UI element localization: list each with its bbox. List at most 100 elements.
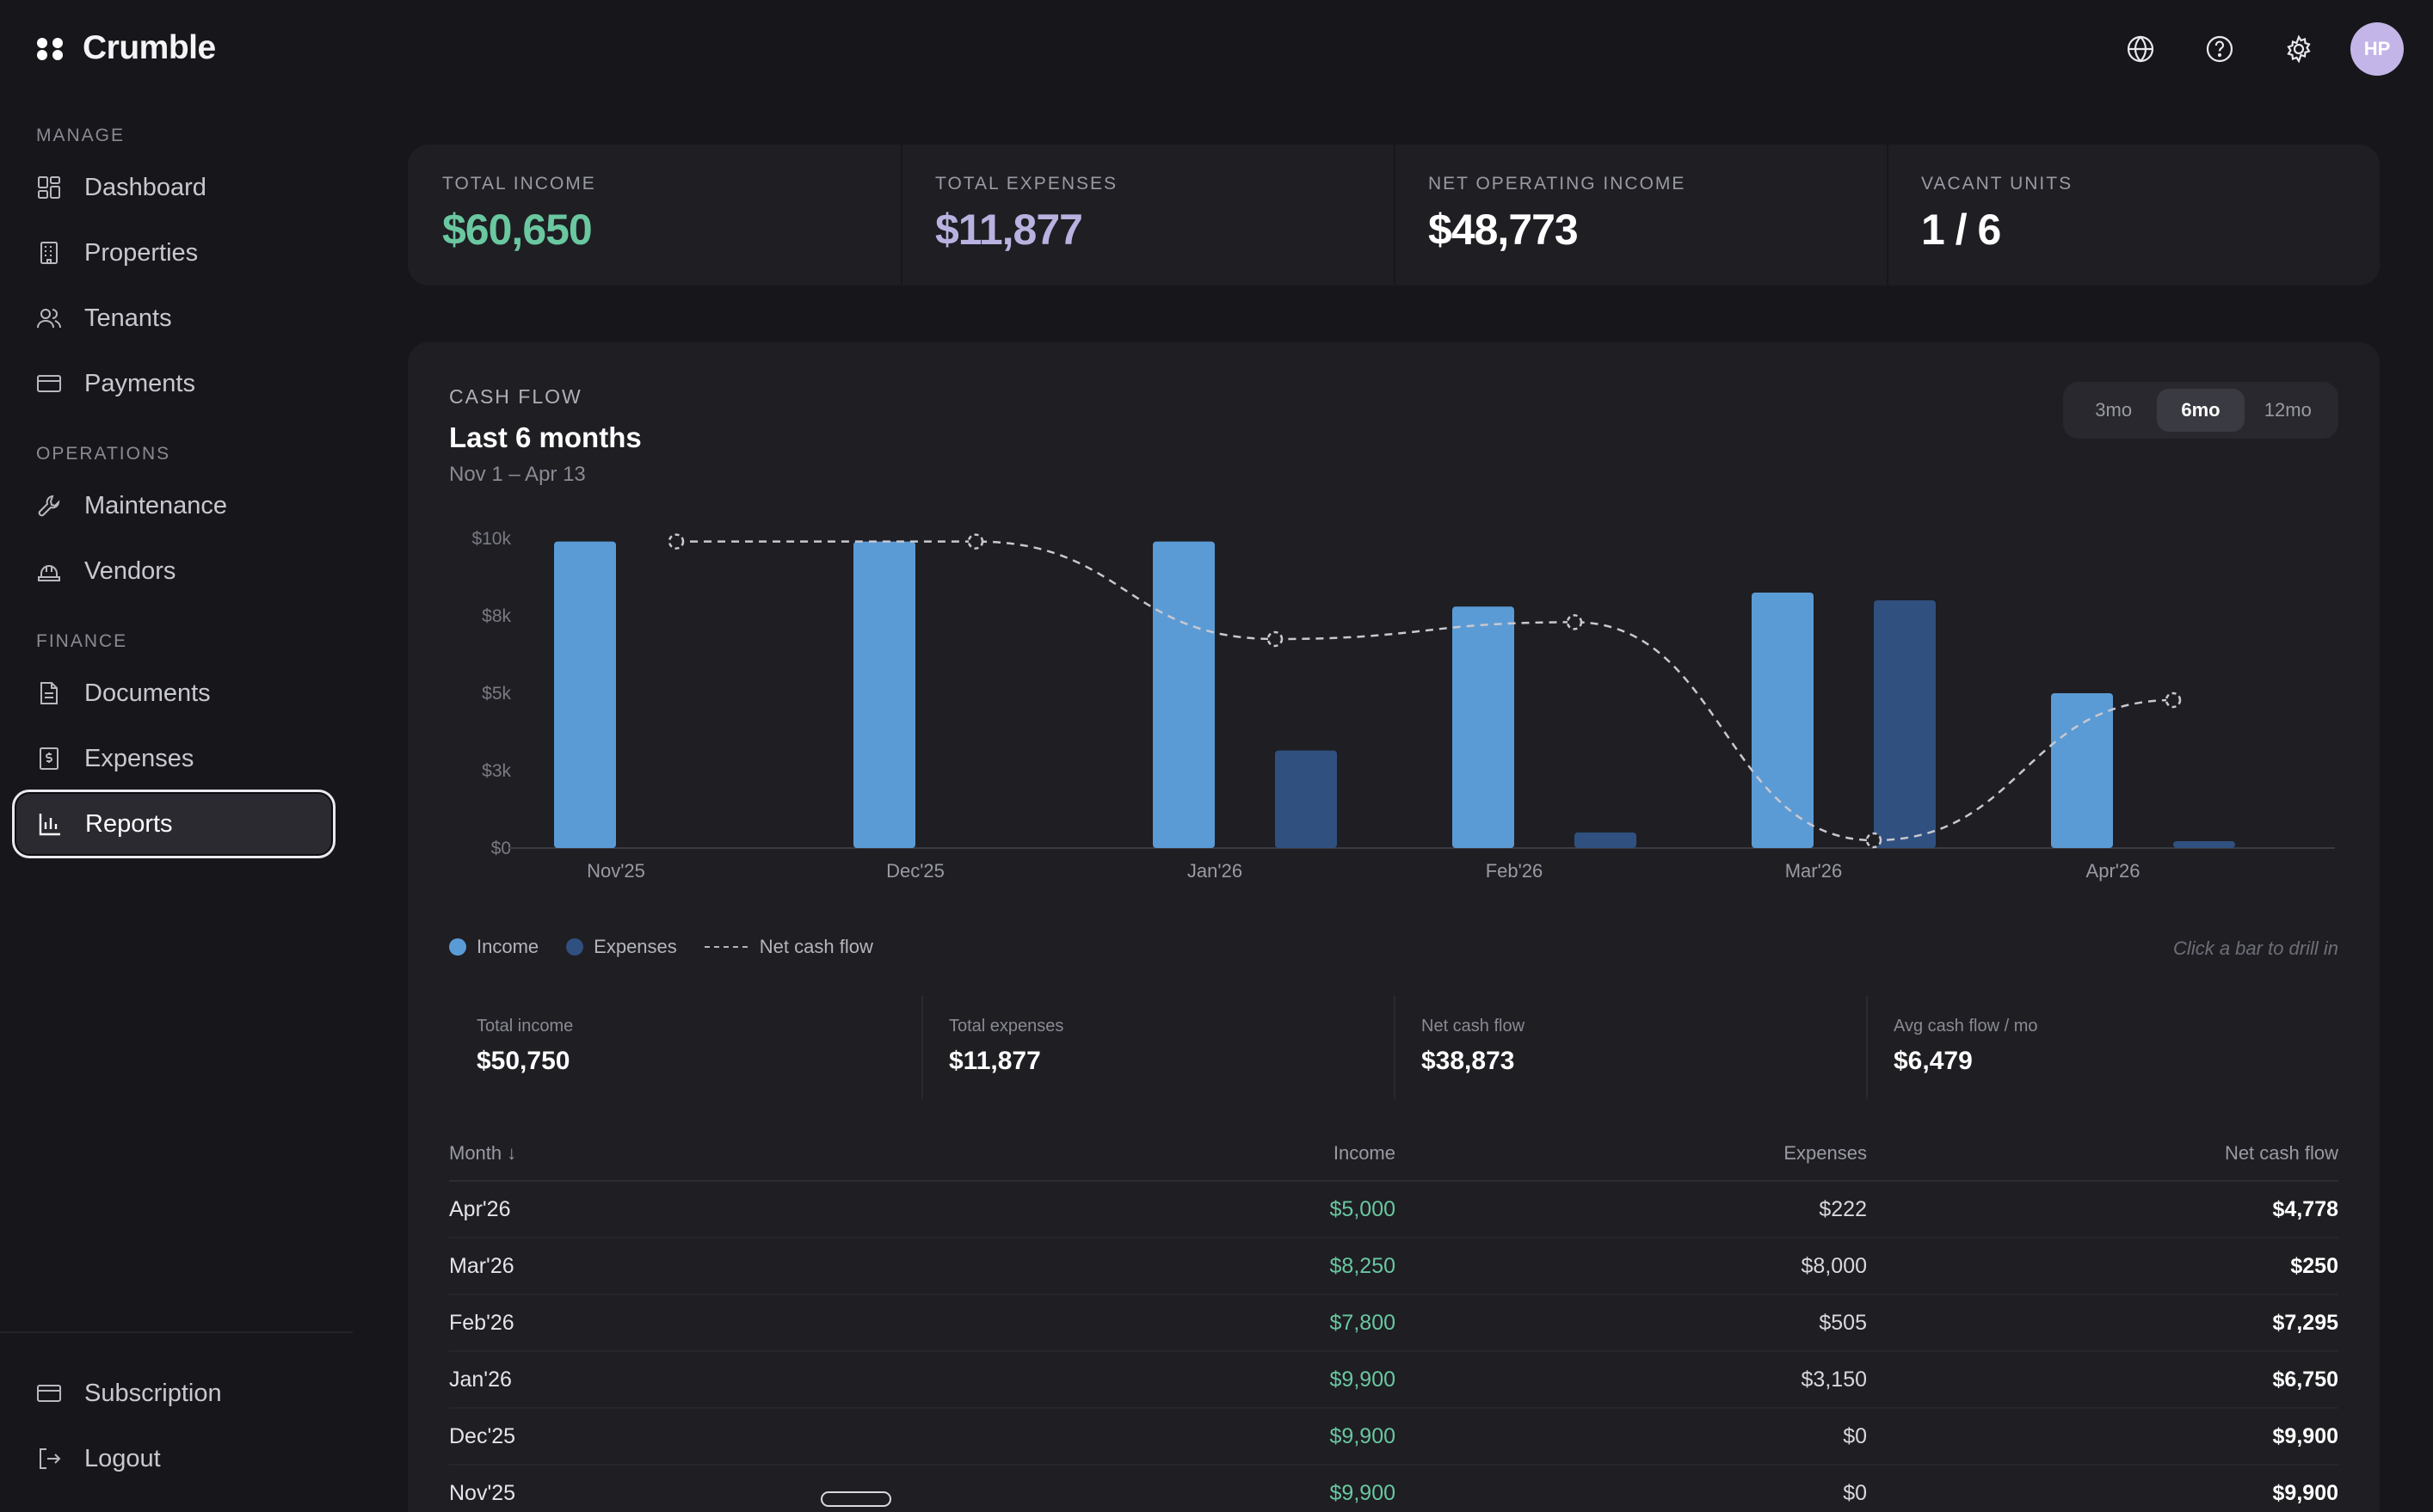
income-header[interactable]: Income (1333, 1142, 1395, 1164)
panel-title: Last 6 months (449, 421, 642, 453)
sidebar-item-properties[interactable]: Properties (14, 220, 334, 286)
row-month: Apr'26 (449, 1196, 511, 1221)
expenses-bar[interactable] (2173, 841, 2235, 848)
sidebar-item-subscription[interactable]: Subscription (14, 1361, 334, 1426)
table-row[interactable]: Mar'26 $8,250 $8,000 $250 (449, 1238, 2338, 1295)
y-tick-label: $3k (482, 761, 511, 781)
sidebar-item-label: Documents (84, 679, 211, 707)
row-expenses: $3,150 (1801, 1367, 1867, 1392)
net-cash-flow-point[interactable] (1865, 832, 1882, 849)
y-tick-label: $0 (491, 839, 511, 858)
sidebar-item-label: Payments (84, 369, 195, 397)
expenses-bar[interactable] (1275, 750, 1337, 848)
sidebar-item-label: Maintenance (84, 491, 228, 519)
row-income: $9,900 (1329, 1367, 1395, 1392)
legend-expenses: Expenses (566, 936, 677, 958)
income-bar[interactable] (1752, 593, 1814, 848)
cash-flow-table: Month ↓ Income Expenses Net cash flow Ap… (449, 1127, 2338, 1512)
stat-label: Total expenses (935, 174, 1118, 194)
sort-month-header[interactable]: Month ↓ (449, 1142, 517, 1164)
summary-net-cash-flow: Net cash flow $38,873 (1394, 996, 1866, 1099)
credit-card-icon (37, 375, 61, 392)
sidebar-item-vendors[interactable]: Vendors (14, 538, 334, 604)
globe-icon (2127, 35, 2154, 63)
net-cash-flow-point[interactable] (1566, 614, 1583, 630)
range-6mo-button[interactable]: 6mo (2157, 389, 2245, 432)
summary-value: $11,877 (949, 1047, 1041, 1075)
row-month: Mar'26 (449, 1253, 514, 1278)
y-tick-label: $5k (482, 684, 511, 704)
credit-card-icon (37, 1385, 61, 1402)
row-income: $9,900 (1329, 1480, 1395, 1505)
help-button[interactable] (2204, 34, 2235, 65)
sidebar-item-tenants[interactable]: Tenants (14, 286, 334, 351)
table-header: Month ↓ Income Expenses Net cash flow (449, 1127, 2338, 1182)
range-3mo-button[interactable]: 3mo (2095, 399, 2133, 421)
stat-label: Vacant units (1921, 174, 2073, 194)
summary-label: Total expenses (949, 1017, 1064, 1036)
scroll-indicator[interactable] (821, 1491, 891, 1507)
sidebar-item-dashboard[interactable]: Dashboard (14, 155, 334, 220)
income-bar[interactable] (1452, 606, 1514, 848)
table-row[interactable]: Dec'25 $9,900 $0 $9,900 (449, 1409, 2338, 1466)
users-icon (37, 309, 61, 329)
row-net: $250 (2290, 1253, 2338, 1278)
net-cash-flow-point[interactable] (967, 533, 984, 550)
sidebar-item-label: Tenants (84, 304, 172, 332)
building-icon (40, 242, 58, 264)
table-row[interactable]: Apr'26 $5,000 $222 $4,778 (449, 1182, 2338, 1238)
stat-value: $60,650 (442, 206, 593, 254)
wrench-icon (38, 495, 60, 517)
table-row[interactable]: Jan'26 $9,900 $3,150 $6,750 (449, 1352, 2338, 1409)
help-icon (2206, 35, 2233, 63)
table-row[interactable]: Nov'25 $9,900 $0 $9,900 (449, 1466, 2338, 1512)
x-tick-label: Mar'26 (1785, 860, 1843, 882)
sidebar-item-label: Vendors (84, 556, 176, 585)
net-header[interactable]: Net cash flow (2224, 1142, 2338, 1164)
net-cash-flow-point[interactable] (668, 533, 685, 550)
stat-total-expenses: Total expenses $11,877 (901, 144, 1394, 286)
panel-date-range: Nov 1 – Apr 13 (449, 463, 586, 486)
drill-hint: Click a bar to drill in (2173, 937, 2338, 959)
sidebar-item-expenses[interactable]: Expenses (14, 726, 334, 791)
income-bar[interactable] (1153, 541, 1215, 848)
legend-label: Income (477, 936, 539, 957)
legend-expenses-dot (566, 938, 584, 956)
avatar[interactable]: HP (2350, 22, 2404, 76)
bar-chart-icon (39, 814, 60, 836)
cash-flow-panel: Cash flow Last 6 months Nov 1 – Apr 13 3… (408, 342, 2380, 1512)
range-12mo-button[interactable]: 12mo (2264, 399, 2312, 421)
panel-eyebrow: Cash flow (449, 385, 582, 408)
row-income: $9,900 (1329, 1423, 1395, 1448)
section-label-finance: Finance (36, 631, 128, 651)
row-expenses: $222 (1819, 1196, 1867, 1221)
income-bar[interactable] (2051, 693, 2113, 848)
expenses-bar[interactable] (1574, 832, 1636, 848)
y-tick-label: $10k (471, 529, 511, 549)
sidebar-divider (0, 1331, 353, 1333)
stat-value: $48,773 (1428, 206, 1579, 254)
x-tick-label: Dec'25 (886, 860, 945, 882)
language-button[interactable] (2125, 34, 2156, 65)
summary-total-income: Total income $50,750 (449, 996, 921, 1099)
income-bar[interactable] (554, 541, 616, 848)
income-bar[interactable] (853, 541, 915, 848)
sidebar-item-documents[interactable]: Documents (14, 661, 334, 726)
table-row[interactable]: Feb'26 $7,800 $505 $7,295 (449, 1295, 2338, 1352)
net-cash-flow-point[interactable] (2165, 691, 2182, 709)
expenses-bar[interactable] (1874, 600, 1936, 848)
net-cash-flow-point[interactable] (1266, 630, 1284, 648)
expenses-header[interactable]: Expenses (1783, 1142, 1867, 1164)
row-expenses: $505 (1819, 1310, 1867, 1335)
sidebar-item-reports[interactable]: Reports (12, 790, 336, 858)
settings-button[interactable] (2283, 34, 2314, 65)
sidebar-item-logout[interactable]: Logout (14, 1426, 334, 1491)
row-expenses: $0 (1843, 1423, 1867, 1448)
brand[interactable]: Crumble (34, 28, 216, 69)
sidebar-item-payments[interactable]: Payments (14, 351, 334, 416)
row-net: $9,900 (2272, 1423, 2338, 1448)
legend-label: Net cash flow (759, 936, 873, 957)
sidebar-item-maintenance[interactable]: Maintenance (14, 473, 334, 538)
summary-value: $6,479 (1894, 1047, 1973, 1075)
row-expenses: $0 (1843, 1480, 1867, 1505)
